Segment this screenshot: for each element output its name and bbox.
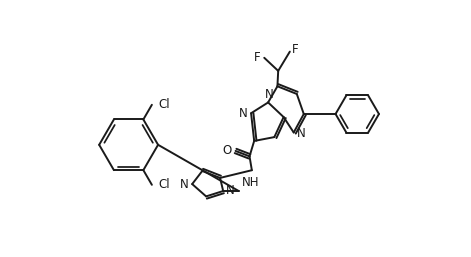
Text: N: N	[239, 107, 248, 120]
Text: O: O	[222, 144, 232, 157]
Text: N: N	[226, 184, 235, 197]
Text: N: N	[180, 178, 189, 191]
Text: Cl: Cl	[158, 178, 170, 191]
Text: N: N	[265, 88, 273, 101]
Text: Cl: Cl	[158, 98, 170, 111]
Text: F: F	[292, 43, 299, 56]
Text: N: N	[297, 127, 306, 140]
Text: F: F	[254, 51, 260, 63]
Text: NH: NH	[242, 176, 259, 189]
